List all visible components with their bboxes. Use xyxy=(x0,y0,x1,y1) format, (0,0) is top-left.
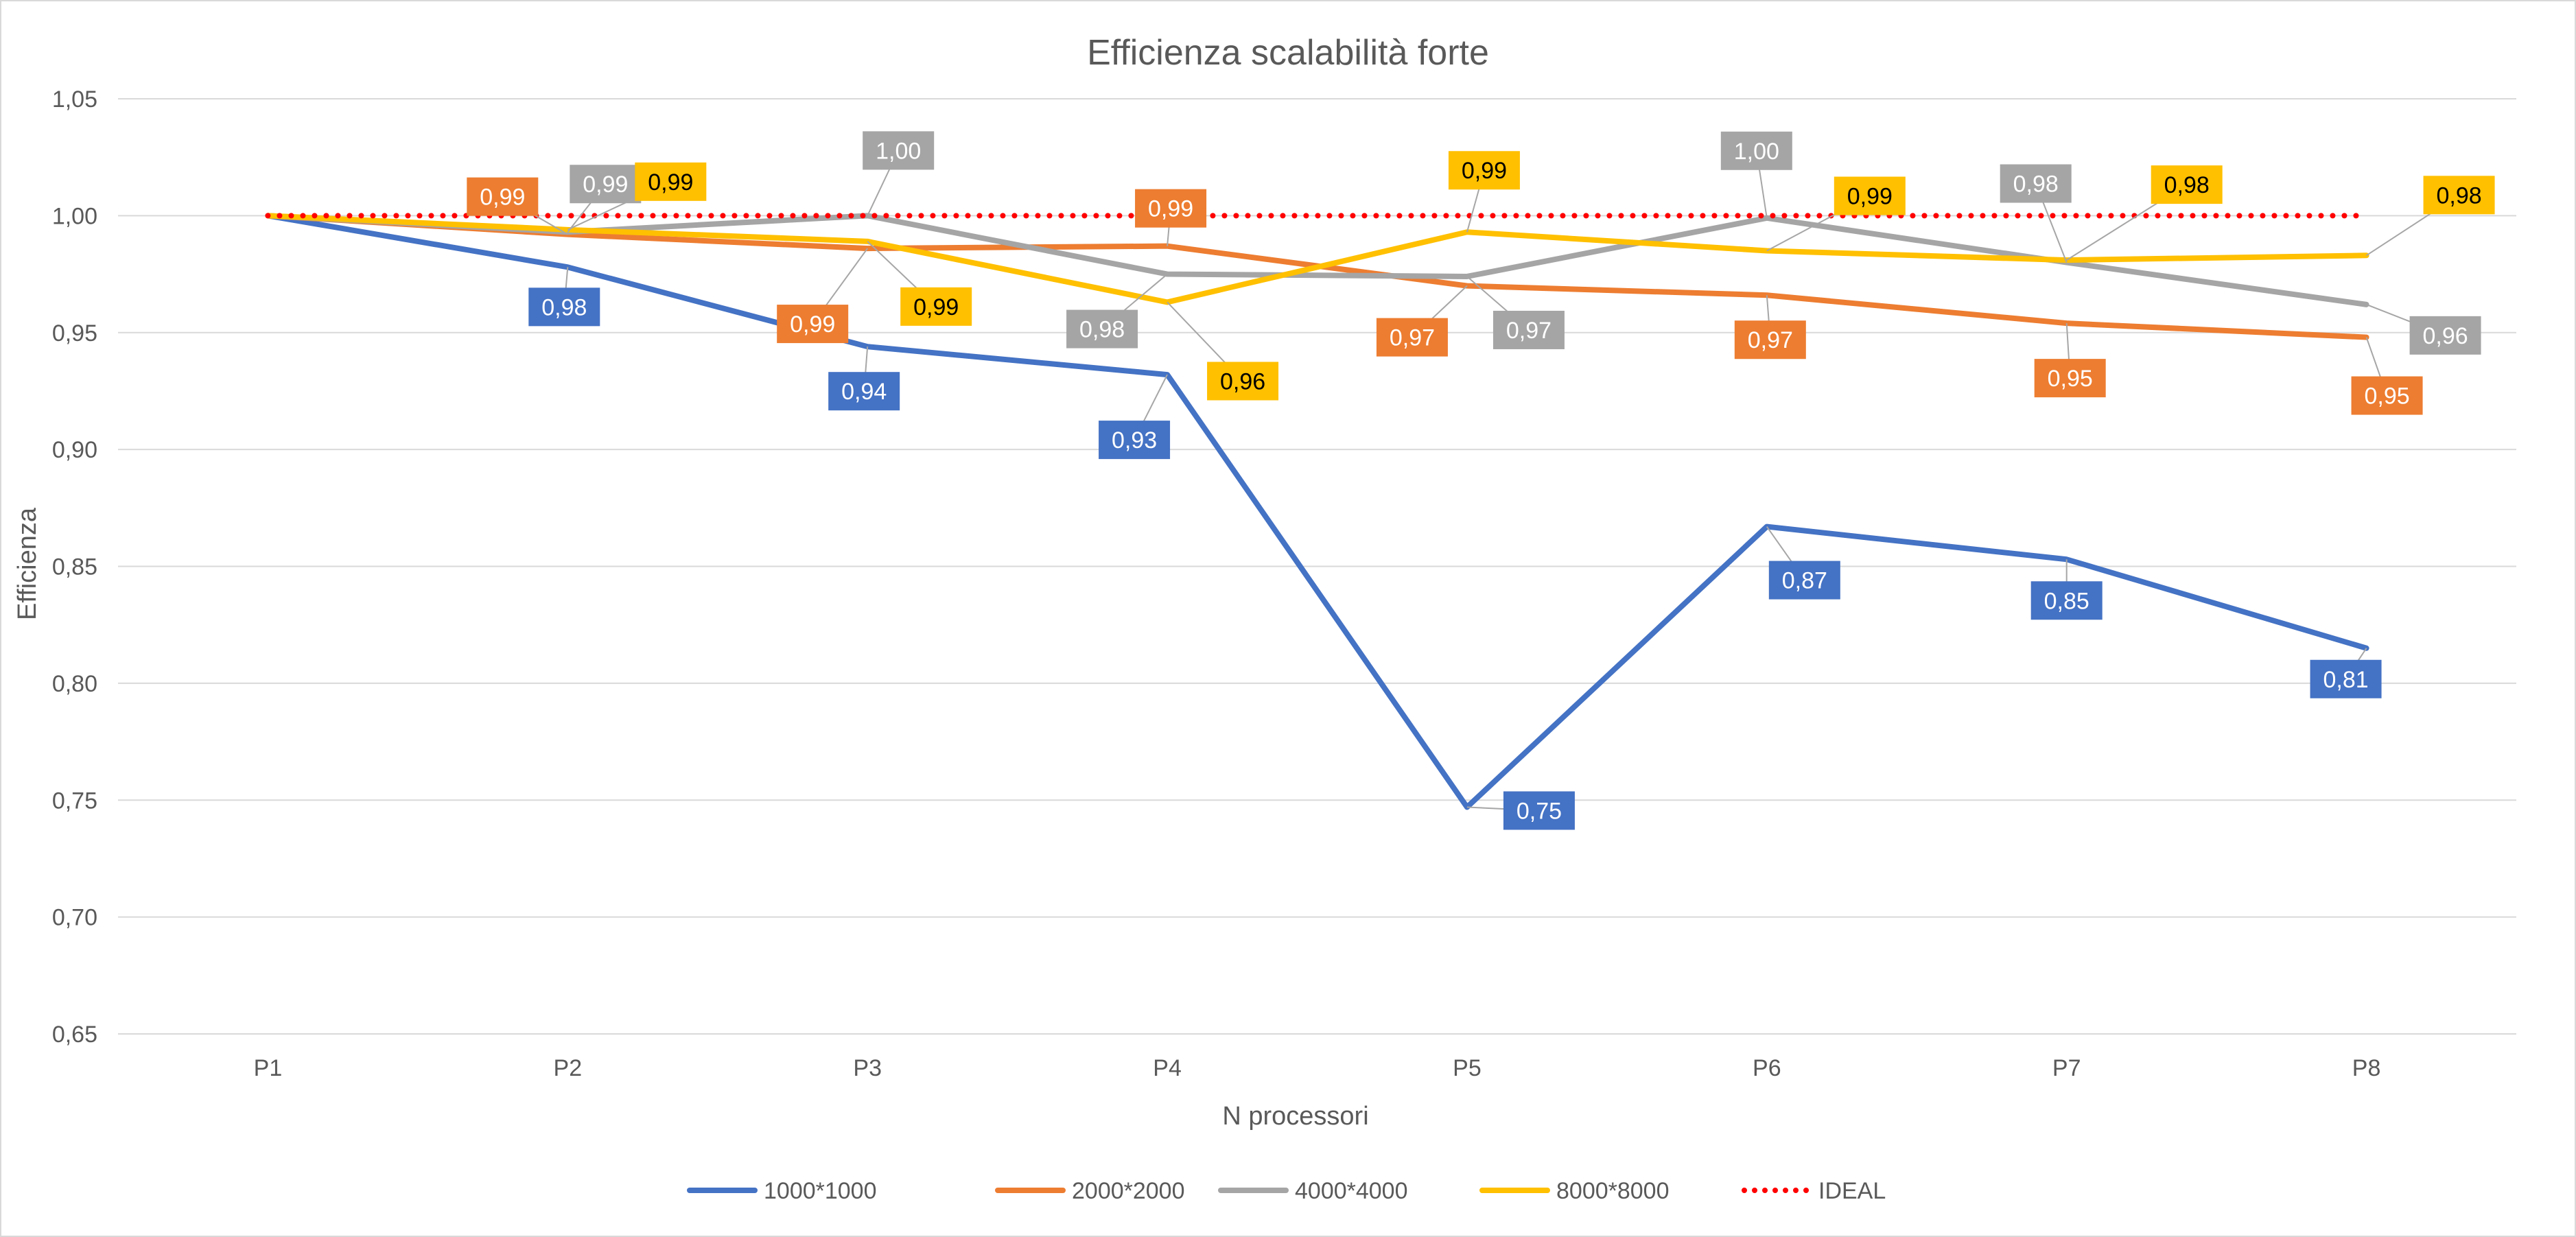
data-label-box xyxy=(828,372,900,411)
legend-label: 4000*4000 xyxy=(1295,1178,1408,1204)
data-label: 0,97 xyxy=(1506,318,1552,344)
data-label-box xyxy=(1448,151,1520,190)
data-label: 0,81 xyxy=(2323,667,2368,693)
data-label: 0,96 xyxy=(2422,323,2468,349)
series-lines xyxy=(265,213,2369,810)
y-axis-title: Efficienza xyxy=(13,507,42,620)
data-label: 0,99 xyxy=(913,294,959,320)
x-axis-ticks: P1 P2 P3 P4 P5 P6 P7 P8 xyxy=(254,1055,2381,1081)
y-tick-label: 1,05 xyxy=(52,86,97,113)
x-tick-label: P5 xyxy=(1453,1055,1482,1081)
data-label: 0,87 xyxy=(1782,568,1827,594)
data-label: 1,00 xyxy=(1734,139,1779,165)
data-label-box xyxy=(2351,376,2423,415)
data-label-box xyxy=(1099,421,1171,460)
data-label-box xyxy=(900,287,972,326)
data-label: 0,99 xyxy=(480,185,525,211)
data-label: 0,98 xyxy=(541,294,587,320)
legend-label: 8000*8000 xyxy=(1556,1178,1670,1204)
data-label: 1,00 xyxy=(876,138,921,164)
data-label: 0,75 xyxy=(1517,798,1562,824)
y-tick-label: 1,00 xyxy=(52,203,97,229)
data-label-box xyxy=(1066,309,1138,349)
chart-title: Efficienza scalabilità forte xyxy=(1087,33,1489,73)
data-label-box xyxy=(570,165,642,204)
y-tick-label: 0,90 xyxy=(52,437,97,463)
data-label-box xyxy=(528,287,600,327)
x-tick-label: P1 xyxy=(254,1055,283,1081)
y-tick-label: 0,70 xyxy=(52,905,97,931)
y-tick-label: 0,80 xyxy=(52,671,97,697)
data-label-box xyxy=(777,305,849,344)
y-tick-label: 0,85 xyxy=(52,554,97,580)
data-label: 0,96 xyxy=(1220,368,1265,394)
x-axis-title: N processori xyxy=(1222,1102,1368,1131)
x-tick-label: P2 xyxy=(554,1055,583,1081)
y-axis-ticks: 0,65 0,70 0,75 0,80 0,85 0,90 0,95 1,00 1,05 xyxy=(52,86,97,1048)
legend: 1000*1000 2000*2000 4000*4000 8000*8000 IDEA… xyxy=(687,1178,1886,1204)
x-tick-label: P6 xyxy=(1753,1055,1781,1081)
data-label-box xyxy=(2000,164,2072,203)
data-label: 0,99 xyxy=(1847,183,1893,209)
data-label-box xyxy=(635,162,707,201)
x-tick-label: P7 xyxy=(2052,1055,2081,1081)
data-label-box xyxy=(2423,176,2495,215)
data-label: 0,95 xyxy=(2364,384,2409,410)
gridlines xyxy=(118,98,2516,1035)
data-label-box xyxy=(1720,131,1792,170)
data-label: 0,98 xyxy=(2164,172,2210,198)
data-label: 0,99 xyxy=(790,311,835,338)
data-label: 0,99 xyxy=(648,169,693,196)
legend-label: 1000*1000 xyxy=(764,1178,877,1204)
data-label-box xyxy=(2030,581,2103,620)
data-label-box xyxy=(1768,561,1840,600)
y-tick-label: 0,95 xyxy=(52,320,97,346)
x-tick-label: P8 xyxy=(2352,1055,2381,1081)
data-label-box xyxy=(1734,320,1806,360)
data-label-box xyxy=(467,177,539,216)
data-label: 0,98 xyxy=(2013,172,2059,198)
data-label: 0,98 xyxy=(1079,317,1125,343)
data-label: 0,99 xyxy=(1462,158,1507,184)
data-label-box xyxy=(2409,316,2481,355)
data-label: 0,98 xyxy=(2436,182,2481,209)
data-label-box xyxy=(2151,165,2223,204)
data-label: 0,93 xyxy=(1112,427,1157,453)
data-label-box xyxy=(2310,659,2382,698)
data-label: 0,99 xyxy=(1148,196,1193,222)
series-line xyxy=(265,213,2369,810)
x-tick-label: P3 xyxy=(853,1055,882,1081)
data-labels: 0,98 0,94 0,93 0,75 0,87 0,85 0,81 0,99 0,99 0,99… xyxy=(467,131,2495,830)
legend-label: 2000*2000 xyxy=(1072,1178,1185,1204)
data-label-box xyxy=(2034,359,2106,398)
data-label-box xyxy=(1492,310,1565,349)
data-label: 0,85 xyxy=(2044,588,2089,614)
data-label-box xyxy=(1135,189,1207,228)
data-label: 0,97 xyxy=(1748,327,1793,353)
data-label-box xyxy=(1503,791,1575,830)
data-label: 0,95 xyxy=(2048,366,2093,392)
x-tick-label: P4 xyxy=(1153,1055,1182,1081)
y-tick-label: 0,65 xyxy=(52,1022,97,1048)
data-label: 0,99 xyxy=(583,172,628,198)
data-label-box xyxy=(1207,362,1279,401)
data-label: 0,94 xyxy=(841,379,887,405)
data-label: 0,97 xyxy=(1390,325,1435,351)
legend-label: IDEAL xyxy=(1818,1178,1886,1204)
y-tick-label: 0,75 xyxy=(52,788,97,814)
data-label-box xyxy=(1376,318,1448,357)
data-label-box xyxy=(1834,176,1906,215)
series-line xyxy=(265,213,2369,305)
data-label-box xyxy=(863,131,935,170)
